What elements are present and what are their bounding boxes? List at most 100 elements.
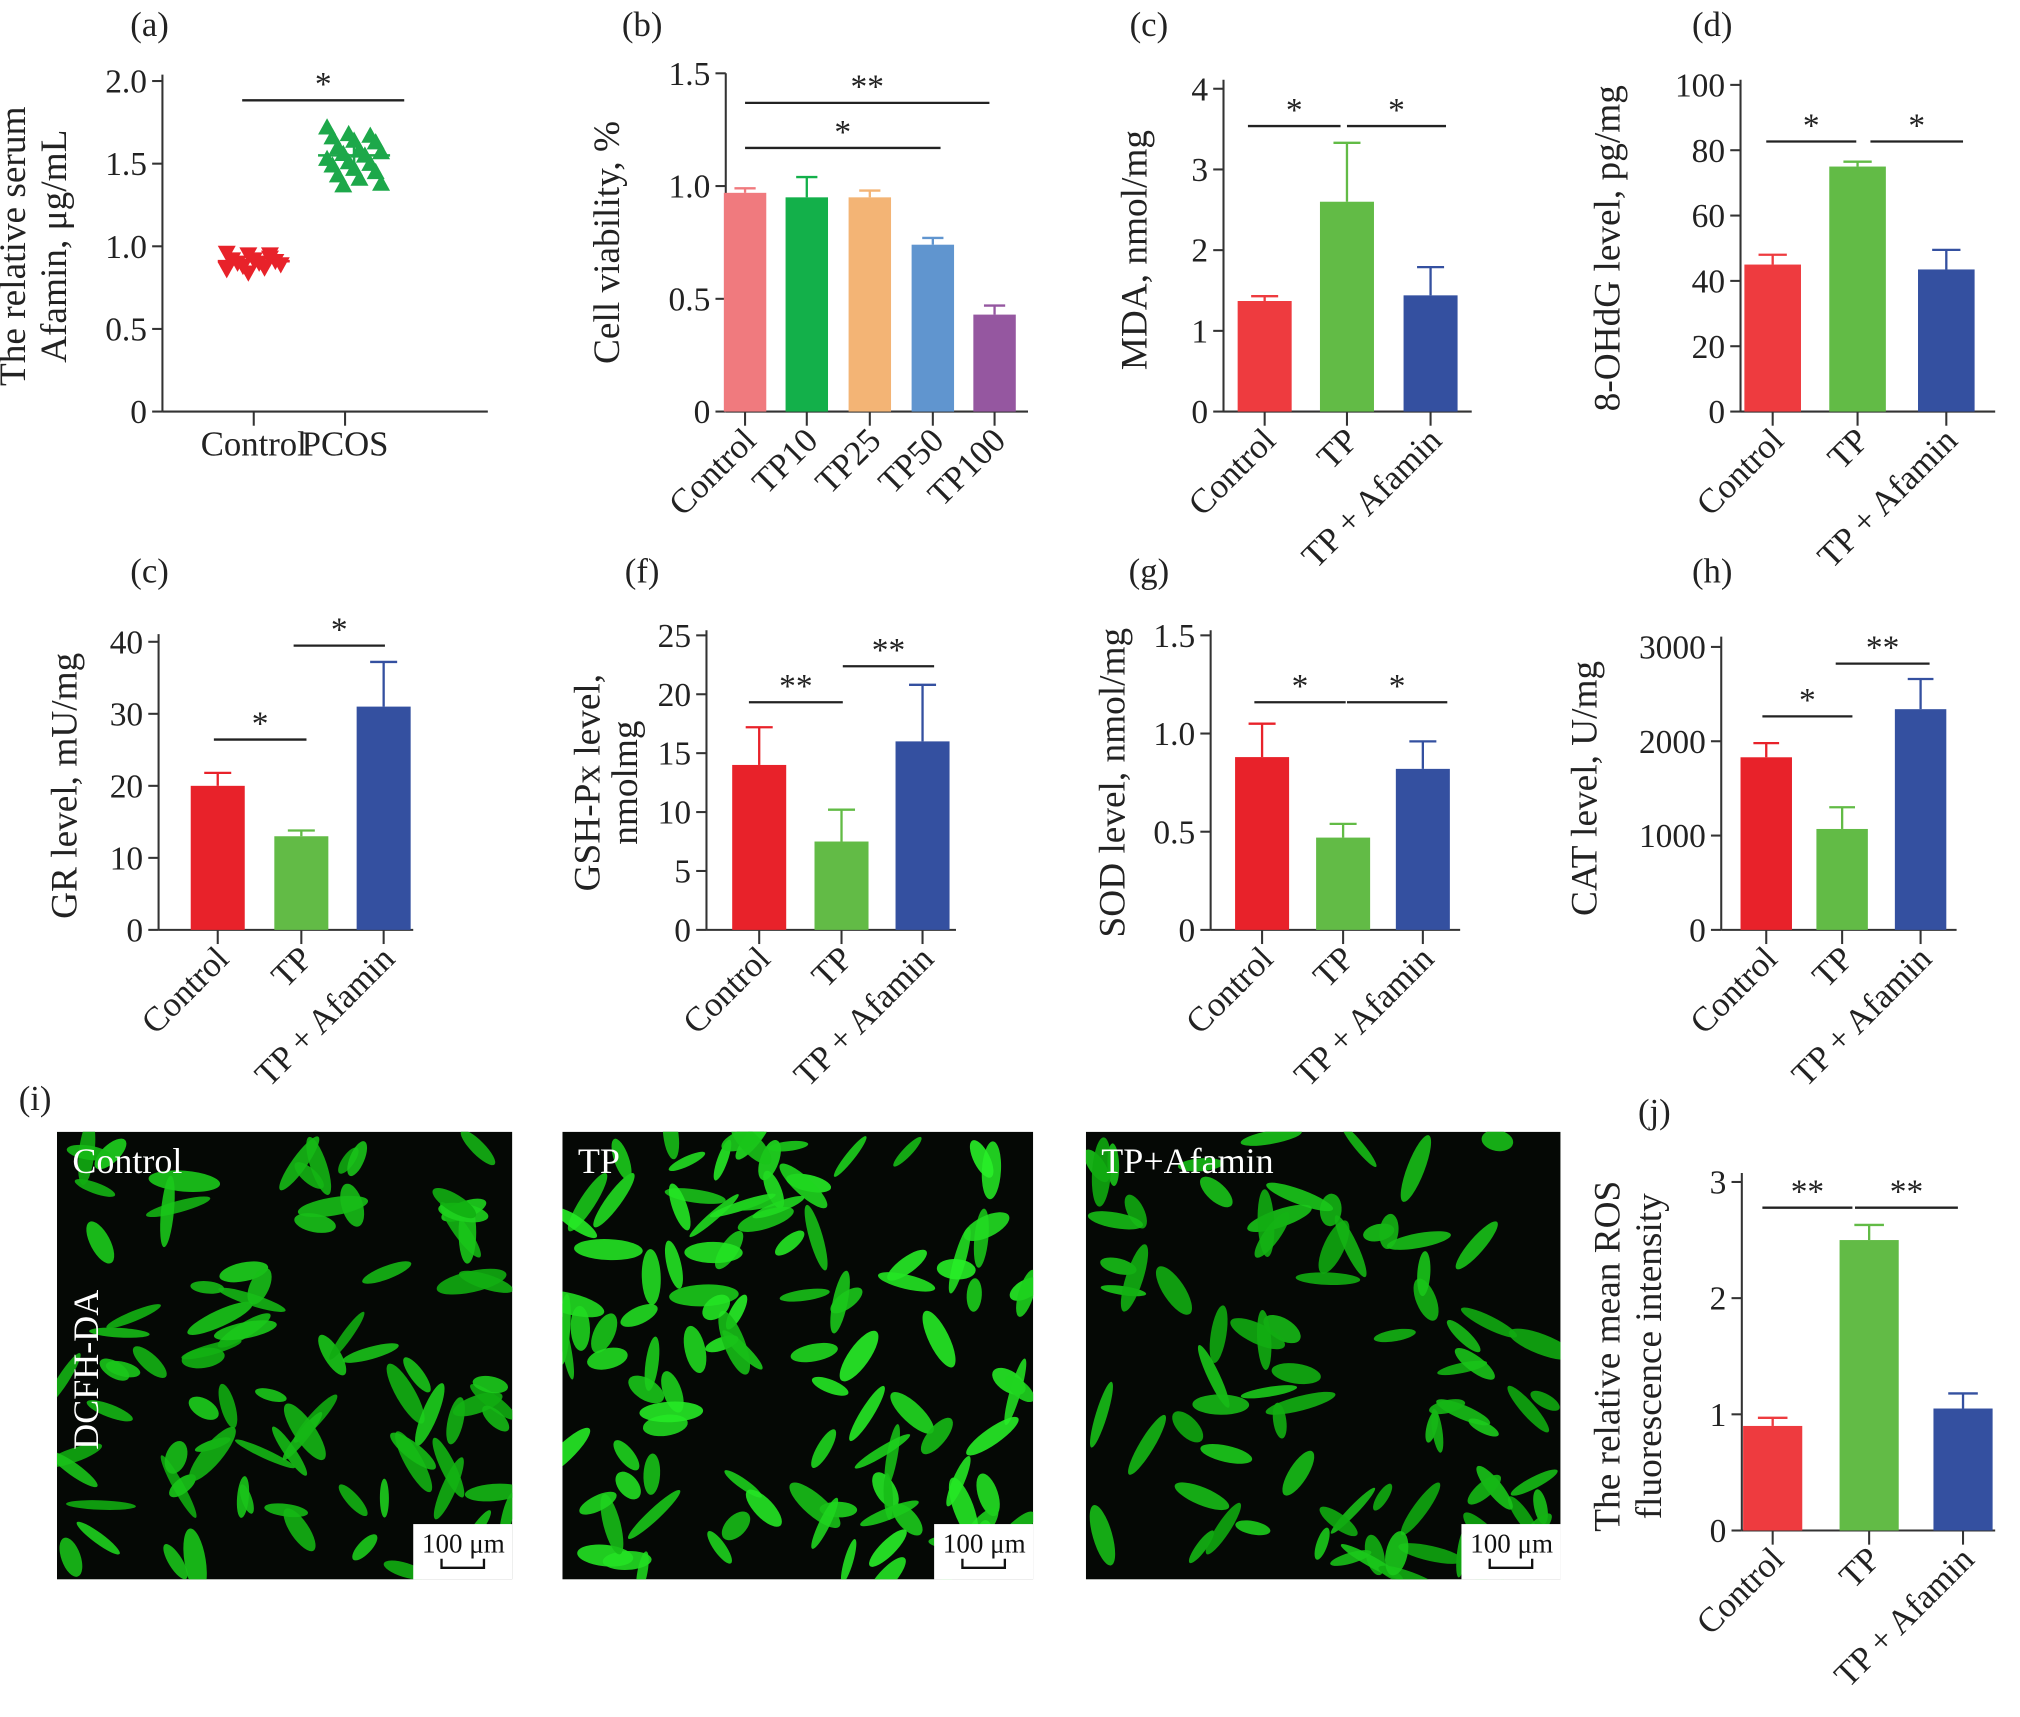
- x-tick-label: Control: [1689, 421, 1792, 524]
- cell: [615, 1471, 641, 1500]
- y-axis-label: GR level, mU/mg: [44, 653, 85, 919]
- cell: [1100, 1257, 1137, 1275]
- y-tick-label: 1.0: [669, 169, 711, 206]
- cell: [1460, 1307, 1517, 1338]
- cell: [472, 1375, 509, 1394]
- cell: [684, 1241, 743, 1264]
- bar-control: [1237, 300, 1292, 412]
- significance-label: **: [1791, 1174, 1824, 1211]
- bar-tp-afamin: [1395, 768, 1450, 930]
- y-tick-label: 15: [658, 736, 691, 773]
- cell: [160, 1175, 175, 1248]
- significance-label: **: [1866, 630, 1899, 667]
- cell: [86, 1400, 133, 1422]
- data-point: [260, 247, 279, 264]
- cell: [627, 1489, 681, 1540]
- cell: [1254, 1211, 1290, 1258]
- bar-tp: [1816, 828, 1868, 930]
- cell: [849, 1385, 885, 1442]
- y-tick-label: 3: [1191, 152, 1208, 189]
- cell: [779, 1288, 830, 1302]
- significance-label: *: [1799, 682, 1816, 719]
- cell: [283, 1508, 316, 1552]
- x-tick-label: TP: [1804, 939, 1860, 995]
- cell: [1455, 1221, 1498, 1270]
- cell: [189, 1426, 236, 1482]
- bar-tp-afamin: [1933, 1408, 1993, 1531]
- x-tick-label: TP: [1831, 1539, 1887, 1595]
- bar-tp: [814, 841, 869, 930]
- bar-control: [190, 785, 245, 930]
- cell: [190, 1281, 225, 1294]
- cell: [283, 1403, 326, 1461]
- y-tick-label: 1: [1710, 1397, 1727, 1434]
- y-tick-label: 40: [110, 624, 143, 661]
- cell: [1209, 1305, 1228, 1363]
- x-tick-label: Control: [1689, 1539, 1792, 1642]
- cell: [1174, 1482, 1230, 1511]
- cell: [922, 1310, 956, 1368]
- y-tick-label: 10: [110, 840, 143, 877]
- cell: [878, 1272, 936, 1292]
- cell: [386, 1363, 425, 1424]
- cell: [869, 1529, 907, 1567]
- data-point: [334, 176, 353, 193]
- cell: [1385, 1531, 1409, 1576]
- y-tick-label: 0: [1689, 912, 1706, 949]
- cell: [683, 1325, 707, 1374]
- cell: [721, 1511, 751, 1541]
- y-tick-label: 1.5: [1153, 618, 1195, 655]
- bar-control: [1743, 1425, 1803, 1531]
- cell: [611, 1138, 632, 1181]
- cell: [1240, 1385, 1298, 1399]
- y-axis-label: SOD level, nmol/mg: [1092, 628, 1133, 938]
- cell: [1446, 1319, 1481, 1353]
- cell: [860, 1500, 919, 1527]
- bar-tp-afamin: [895, 741, 950, 930]
- cell: [1510, 1469, 1558, 1496]
- cell: [1282, 1450, 1315, 1496]
- cell: [936, 1258, 976, 1280]
- cell: [966, 1278, 982, 1312]
- y-axis-label: Afamin, μg/mL: [34, 130, 75, 363]
- cell: [662, 1131, 680, 1160]
- y-axis-label: GSH-Px level,: [568, 674, 609, 891]
- cell: [1319, 1506, 1358, 1537]
- cell: [774, 1230, 805, 1256]
- bar-tp100: [973, 314, 1016, 412]
- scale-bar-label: 100 μm: [1470, 1528, 1553, 1558]
- cell: [737, 1206, 794, 1232]
- bar-tp10: [785, 197, 829, 412]
- y-tick-label: 20: [110, 768, 143, 805]
- cell: [329, 1311, 365, 1360]
- cell: [591, 1313, 618, 1354]
- cell: [920, 1417, 953, 1455]
- image-label: TP+Afamin: [1101, 1141, 1273, 1181]
- cell: [56, 1353, 81, 1407]
- y-tick-label: 0: [126, 912, 143, 949]
- cell: [1400, 1482, 1441, 1536]
- x-tick-label: Control: [1178, 939, 1281, 1042]
- y-axis-label: 8-OHdG level, pg/mg: [1588, 85, 1629, 411]
- cell: [1341, 1131, 1377, 1168]
- scale-bar: [440, 1558, 486, 1569]
- cell: [89, 1327, 150, 1338]
- cell: [390, 1432, 436, 1470]
- cell: [239, 1484, 254, 1514]
- cell: [1508, 1328, 1561, 1360]
- cell: [76, 1521, 120, 1555]
- bar-tp25: [848, 197, 892, 412]
- cell: [854, 1434, 911, 1469]
- bar-control: [1740, 757, 1792, 930]
- cell: [1272, 1402, 1287, 1439]
- image-label: TP: [578, 1141, 620, 1181]
- y-tick-label: 0.5: [1153, 814, 1195, 851]
- cell: [235, 1439, 295, 1469]
- cell: [66, 1500, 136, 1510]
- y-tick-label: 25: [658, 618, 691, 655]
- scale-bar-box: [1461, 1524, 1561, 1580]
- x-tick-label: Control: [1181, 421, 1284, 524]
